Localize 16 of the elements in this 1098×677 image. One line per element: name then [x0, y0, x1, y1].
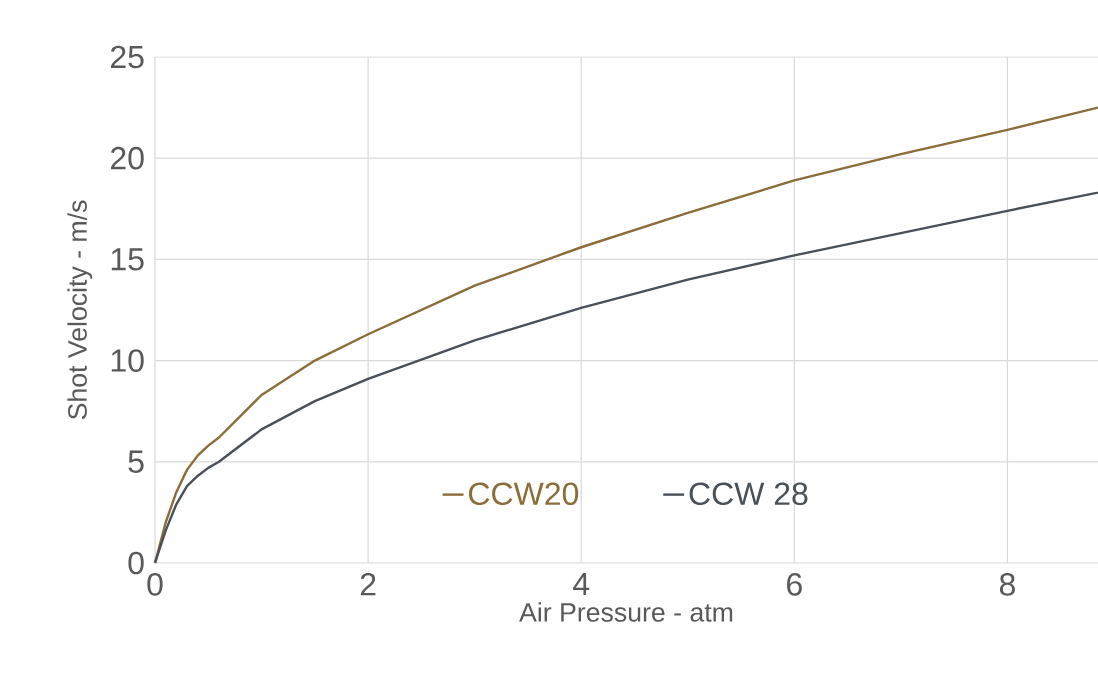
y-tick-label: 5 [128, 450, 144, 473]
y-tick-label: 25 [110, 45, 144, 69]
y-tick-label: 0 [128, 551, 144, 575]
x-tick-label: 0 [147, 573, 163, 596]
line-series [153, 191, 1098, 565]
legend-label: CCW 28 [689, 482, 808, 506]
legend-label: CCW20 [469, 482, 579, 506]
x-tick-label: 8 [999, 573, 1015, 596]
x-tick-label: 4 [573, 573, 590, 596]
y-tick-label: 10 [111, 349, 144, 372]
x-tick-label: 2 [360, 573, 376, 596]
x-axis-title: Air Pressure - atm [519, 602, 733, 622]
y-tick-label: 15 [111, 248, 144, 271]
y-tick-label: 20 [110, 146, 144, 170]
y-axis-title: Shot Velocity - m/s [67, 200, 93, 420]
x-tick-label: 6 [787, 573, 802, 596]
